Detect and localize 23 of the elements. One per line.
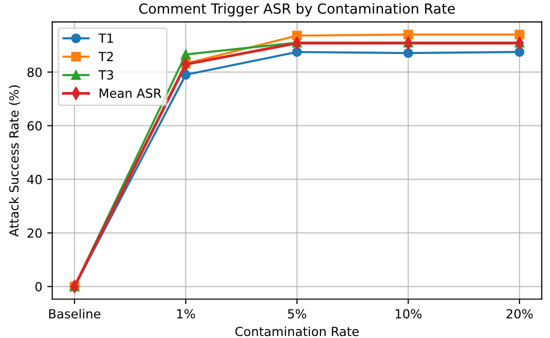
x-axis-title: Contamination Rate — [235, 326, 359, 336]
x-tick-label: 5% — [288, 309, 306, 319]
point — [403, 48, 414, 58]
x-tick-label: 20% — [506, 309, 533, 319]
legend-label: Mean ASR — [100, 88, 162, 98]
point — [180, 50, 191, 60]
x-tick-label: 10% — [396, 309, 422, 319]
y-tick-label: 40 — [27, 174, 42, 184]
x-tick-label: Baseline — [49, 308, 100, 319]
x-tick-label: 1% — [177, 309, 195, 319]
point — [514, 47, 524, 57]
y-tick-label: 0 — [35, 282, 42, 292]
point — [403, 30, 414, 40]
point — [514, 30, 524, 40]
point — [292, 47, 302, 57]
y-axis-title: Attack Success Rate (%) — [8, 85, 20, 237]
y-tick-label: 60 — [27, 121, 42, 131]
legend-label: T3 — [98, 70, 114, 80]
y-tick-label: 20 — [28, 228, 42, 238]
y-tick-label: 80 — [27, 68, 42, 78]
chart-title: Comment Trigger ASR by Contamination Rate — [139, 3, 455, 17]
legend-label: T1 — [98, 34, 113, 43]
legend-label: T2 — [98, 52, 113, 62]
